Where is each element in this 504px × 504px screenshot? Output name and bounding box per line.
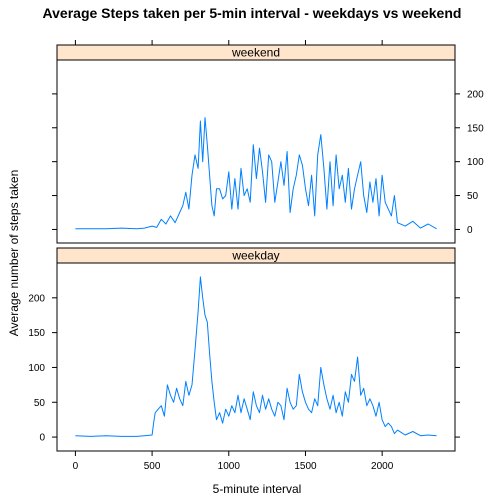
chart-title: Average Steps taken per 5-min interval -… <box>43 5 462 21</box>
y-axis-label: Average number of steps taken <box>7 170 21 337</box>
panel-weekend: weekend 0 50 100 150 200 <box>52 40 484 244</box>
y-tick-label: 100 <box>28 363 45 374</box>
panel-frame-weekend <box>56 59 456 244</box>
y-tick-label: 50 <box>467 191 479 202</box>
y-tick-label: 200 <box>28 293 45 304</box>
y-tick-label: 200 <box>467 89 484 100</box>
y-tick-label: 0 <box>39 433 45 444</box>
x-tick-label: 2000 <box>371 461 394 472</box>
x-axis-label: 5-minute interval <box>213 482 302 496</box>
x-tick-label: 1000 <box>218 461 241 472</box>
panel-frame-weekday <box>56 262 456 452</box>
y-tick-label: 150 <box>28 328 45 339</box>
x-tick-label: 0 <box>73 461 79 472</box>
y-tick-label: 0 <box>467 225 473 236</box>
strip-label-weekend: weekend <box>231 46 280 60</box>
y-tick-label: 150 <box>467 123 484 134</box>
strip-label-weekday: weekday <box>231 249 279 263</box>
x-tick-label: 1500 <box>294 461 317 472</box>
y-tick-label: 100 <box>467 157 484 168</box>
series-line-weekend <box>75 117 437 230</box>
x-tick-label: 500 <box>144 461 161 472</box>
y-tick-label: 50 <box>34 398 46 409</box>
series-line-weekday <box>75 276 437 437</box>
